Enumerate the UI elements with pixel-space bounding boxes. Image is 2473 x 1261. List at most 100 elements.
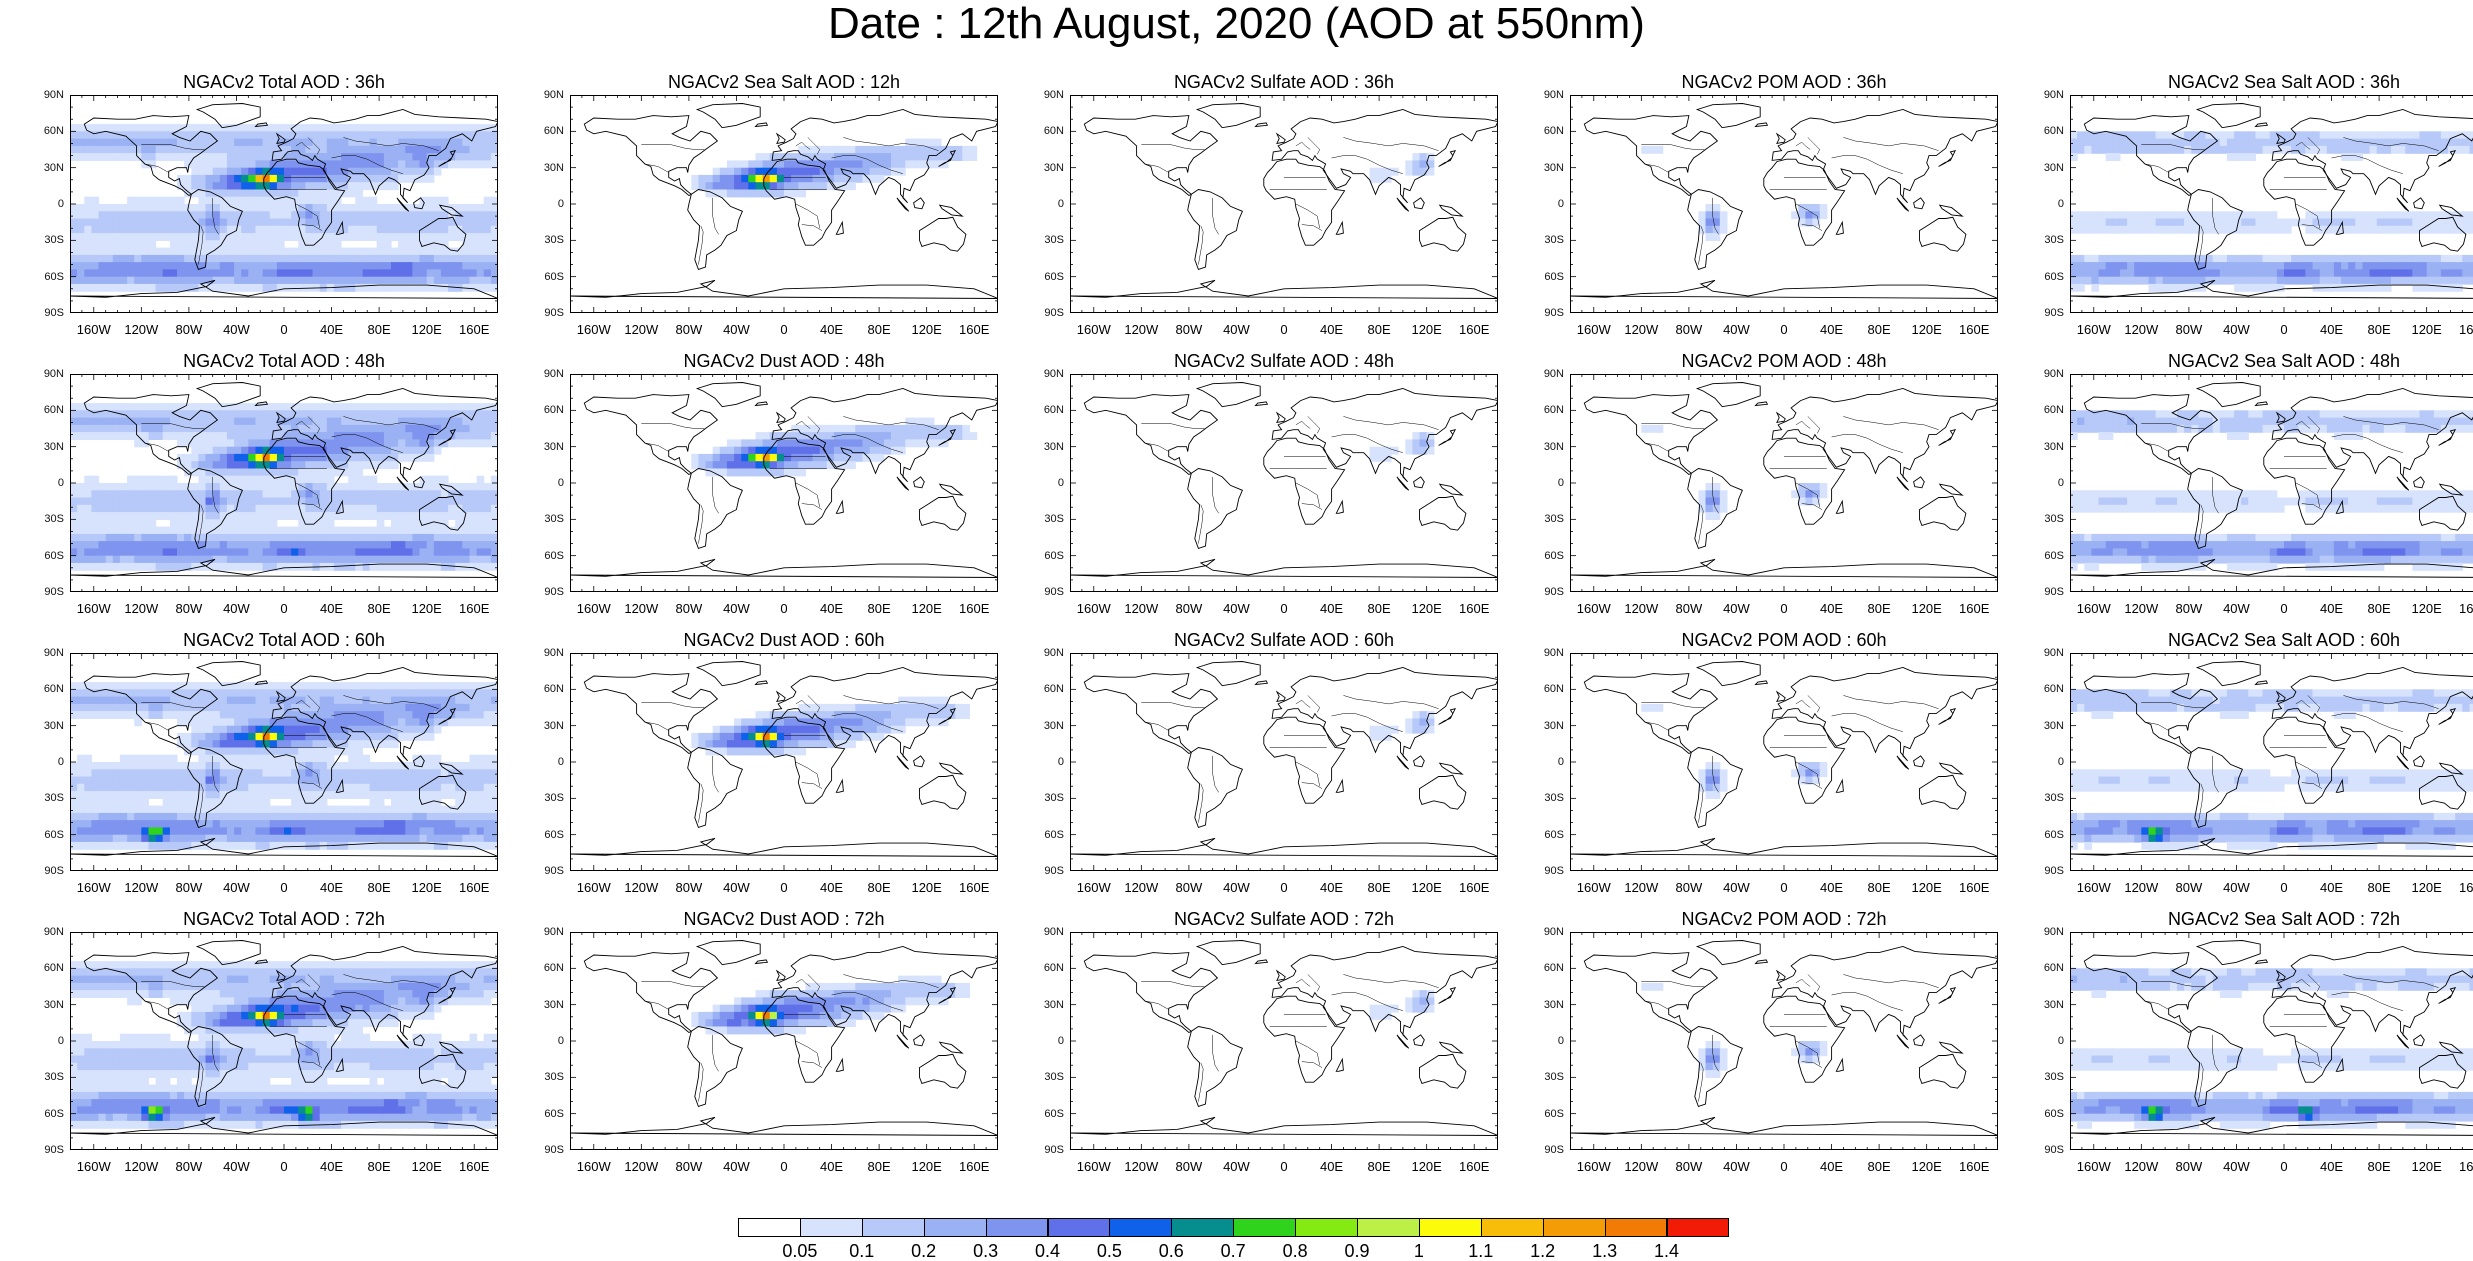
aod-cell [876, 424, 885, 433]
aod-cell [383, 131, 392, 140]
coastline [754, 401, 769, 407]
aod-cell [912, 432, 921, 440]
aod-cell [226, 468, 235, 477]
aod-cell [362, 439, 371, 448]
aod-cell [469, 490, 478, 499]
aod-cell [269, 548, 278, 557]
aod-cell [433, 269, 442, 278]
aod-cell [2070, 225, 2078, 234]
aod-cell [177, 153, 185, 161]
aod-cell [348, 204, 356, 212]
aod-cell [1712, 211, 1721, 220]
aod-cell [376, 432, 385, 440]
aod-cell [141, 424, 149, 433]
aod-cell [127, 218, 135, 227]
aod-cell [2077, 283, 2085, 292]
aod-cell [184, 138, 192, 147]
aod-cell [748, 160, 756, 169]
aod-cell [155, 233, 164, 241]
coastline [1070, 279, 1498, 299]
aod-cell [284, 468, 292, 477]
aod-cell [219, 276, 228, 285]
aod-cell [134, 283, 142, 292]
aod-cell [2440, 269, 2449, 278]
country-border [295, 141, 311, 150]
aod-cell [355, 269, 363, 278]
aod-cell [348, 403, 356, 411]
lon-tick-label: 0 [1780, 601, 1788, 616]
aod-cell [355, 160, 363, 169]
aod-cell [148, 240, 157, 249]
aod-cell [198, 439, 207, 448]
aod-cell [234, 555, 242, 564]
aod-cell [77, 512, 85, 520]
aod-cell [2262, 218, 2271, 227]
lon-tick-label: 120E [1411, 601, 1442, 616]
aod-cell [248, 417, 256, 426]
aod-cell [455, 276, 463, 285]
aod-cell [2391, 269, 2399, 278]
aod-cell [469, 504, 478, 513]
lat-tick-label: 90N [1043, 368, 1064, 380]
aod-cell [269, 403, 278, 411]
aod-cell [127, 153, 135, 161]
aod-cell [490, 196, 498, 205]
aod-cell [2440, 218, 2449, 227]
aod-cell [2248, 138, 2256, 147]
aod-cell [1376, 174, 1385, 183]
aod-cell [2355, 283, 2363, 292]
aod-cell [2070, 153, 2078, 161]
aod-cell [483, 262, 492, 270]
aod-cell [177, 512, 185, 520]
aod-cell [2119, 211, 2128, 220]
aod-cell [2084, 262, 2092, 270]
aod-cell [212, 145, 221, 154]
coastline [70, 279, 498, 299]
aod-cell [483, 417, 492, 426]
aod-cell [205, 475, 214, 484]
aod-cell [2341, 262, 2349, 270]
coastline [2438, 150, 2457, 167]
aod-cell [262, 562, 271, 571]
aod-cell [2319, 131, 2328, 140]
aod-cell [2184, 211, 2192, 220]
aod-cell [2226, 225, 2235, 234]
aod-cell [776, 468, 785, 477]
aod-cell [333, 233, 342, 241]
aod-cell [134, 204, 142, 212]
aod-cell [412, 497, 421, 506]
aod-cell [255, 417, 264, 426]
aod-cell [2177, 269, 2185, 278]
aod-cell [490, 432, 498, 440]
aod-cell [2433, 145, 2442, 154]
aod-cell [312, 131, 321, 140]
aod-cell [262, 233, 271, 241]
aod-cell [212, 541, 221, 549]
aod-cell [2255, 218, 2264, 227]
aod-cell [698, 453, 707, 462]
aod-cell [226, 453, 235, 462]
aod-cell [2291, 254, 2299, 263]
aod-cell [2355, 225, 2363, 234]
aod-cell [284, 189, 292, 198]
aod-cell [305, 417, 314, 426]
aod-cell [476, 131, 485, 140]
aod-cell [84, 424, 92, 433]
aod-cell [127, 145, 135, 154]
aod-cell [2448, 254, 2456, 263]
aod-cell [70, 512, 78, 520]
aod-cell [291, 439, 299, 448]
aod-cell [412, 138, 421, 147]
aod-cell [312, 555, 321, 564]
aod-cell [162, 247, 171, 256]
aod-cell [2433, 138, 2442, 147]
aod-cell [162, 512, 171, 520]
aod-cell [148, 218, 157, 227]
aod-cell [2155, 276, 2164, 285]
aod-cell [755, 453, 764, 462]
aod-cell [2141, 218, 2149, 227]
aod-cell [84, 204, 92, 212]
aod-cell [284, 167, 292, 176]
aod-cell [276, 225, 285, 234]
aod-cell [2412, 218, 2421, 227]
